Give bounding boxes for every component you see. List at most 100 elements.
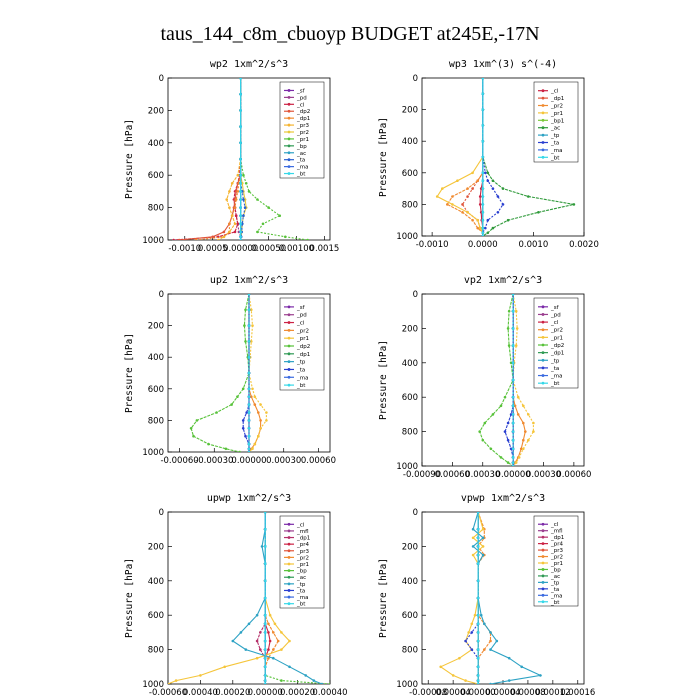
panels: wp2 1xm^2/s^3 Pressure [hPa] 0 200 400 600 800… xyxy=(124,59,599,698)
data-point xyxy=(478,226,482,230)
data-point xyxy=(511,327,515,330)
legend-label: _ma xyxy=(550,148,562,154)
data-point xyxy=(511,344,515,347)
legend-label: _ta xyxy=(296,367,305,373)
data-point xyxy=(247,190,251,193)
data-point xyxy=(250,340,253,343)
legend-label: _pr2 xyxy=(550,104,563,110)
data-point xyxy=(189,427,193,430)
panel-title: vp2 1xm^2/s^3 xyxy=(464,275,542,286)
data-point xyxy=(476,679,480,682)
legend-marker xyxy=(287,352,291,356)
x-tick-label: 0.00020 xyxy=(215,688,250,698)
y-tick-label: 800 xyxy=(148,646,164,656)
legend-box xyxy=(279,81,325,179)
data-point xyxy=(241,427,245,430)
y-tick-label: 1000 xyxy=(142,680,164,690)
y-axis-label: Pressure [hPa] xyxy=(124,333,135,413)
legend-label: _pr2 xyxy=(550,555,563,561)
data-point xyxy=(572,203,576,206)
legend-box xyxy=(533,297,579,389)
series-line-pr1 xyxy=(439,512,484,684)
y-tick-label: 800 xyxy=(402,200,418,210)
legend-marker xyxy=(287,549,291,553)
data-point xyxy=(255,613,259,617)
data-point xyxy=(239,109,242,112)
x-tick-label: 0.00030 xyxy=(526,470,561,480)
data-point xyxy=(517,456,521,459)
data-point xyxy=(195,419,199,422)
data-point xyxy=(222,235,226,239)
chart-panel-1: wp2 1xm^2/s^3 Pressure [hPa] 0 200 400 600 800… xyxy=(124,59,339,254)
data-point xyxy=(239,182,242,185)
legend-marker xyxy=(287,95,291,99)
legend-label: _cl xyxy=(550,320,559,326)
series-line-dp1 xyxy=(195,78,242,240)
y-tick-label: 600 xyxy=(402,611,418,621)
data-point xyxy=(513,404,517,408)
legend-marker xyxy=(287,569,291,573)
data-point xyxy=(503,395,507,399)
legend-label: _bt xyxy=(550,381,560,387)
legend-marker xyxy=(287,144,291,148)
data-point xyxy=(481,218,485,222)
x-tick-label: 0.0005 xyxy=(198,244,228,254)
data-point xyxy=(244,182,248,185)
legend-label: _ma xyxy=(296,165,308,171)
data-point xyxy=(239,206,242,209)
data-point xyxy=(230,214,234,217)
legend-label: _sf xyxy=(296,88,306,94)
y-tick-label: 600 xyxy=(148,171,164,181)
data-point xyxy=(239,190,242,193)
data-point xyxy=(466,195,469,198)
data-point xyxy=(263,674,267,677)
data-point xyxy=(247,371,251,375)
legend-label: _ma xyxy=(296,375,308,381)
data-point xyxy=(476,648,480,651)
data-point xyxy=(222,230,226,234)
x-tick-label: -0.0010 xyxy=(416,240,449,250)
legend-label: _ac xyxy=(550,574,560,580)
legend-label: _pr3 xyxy=(296,549,310,555)
legend-label: _bp1 xyxy=(550,118,564,124)
data-point xyxy=(496,195,500,198)
data-point xyxy=(471,171,474,175)
legend: _sf _pd _cl_pr2 _pr1 _dp2 _dp1 _tp_ta _ma _bt xyxy=(279,297,325,391)
y-tick-label: 200 xyxy=(148,542,164,552)
data-point xyxy=(481,195,485,198)
series-line-pr1 xyxy=(168,512,291,684)
data-point xyxy=(276,639,280,643)
data-point xyxy=(257,434,260,438)
y-tick-label: 400 xyxy=(402,577,418,587)
legend-label: _dp1 xyxy=(296,352,310,358)
data-point xyxy=(273,622,277,626)
legend-marker xyxy=(541,568,545,571)
data-point xyxy=(509,361,513,365)
data-point xyxy=(280,679,283,682)
legend-marker xyxy=(541,351,545,355)
data-point xyxy=(491,413,495,416)
y-tick-label: 0 xyxy=(413,290,418,300)
legend-marker xyxy=(541,529,545,533)
legend-marker xyxy=(287,383,291,387)
data-point xyxy=(247,308,251,312)
data-point xyxy=(263,596,267,600)
panel-title: wp2 1xm^2/s^3 xyxy=(210,59,288,70)
series-line-tp xyxy=(231,512,323,684)
legend-marker xyxy=(541,587,545,591)
data-point xyxy=(320,682,324,684)
data-point xyxy=(514,461,518,464)
x-tick-label: 0.00030 xyxy=(266,456,301,466)
data-point xyxy=(481,139,485,143)
legend-marker xyxy=(287,602,291,606)
data-point xyxy=(501,203,505,206)
legend-marker xyxy=(541,111,545,115)
legend-label: _tp xyxy=(296,582,306,588)
data-point xyxy=(247,395,251,399)
legend-label: _tp xyxy=(550,580,560,586)
x-tick-label: 0.0020 xyxy=(569,240,599,250)
legend-label: _ma xyxy=(296,595,308,601)
data-point xyxy=(511,464,515,466)
legend-marker xyxy=(541,89,545,93)
data-point xyxy=(503,430,507,433)
